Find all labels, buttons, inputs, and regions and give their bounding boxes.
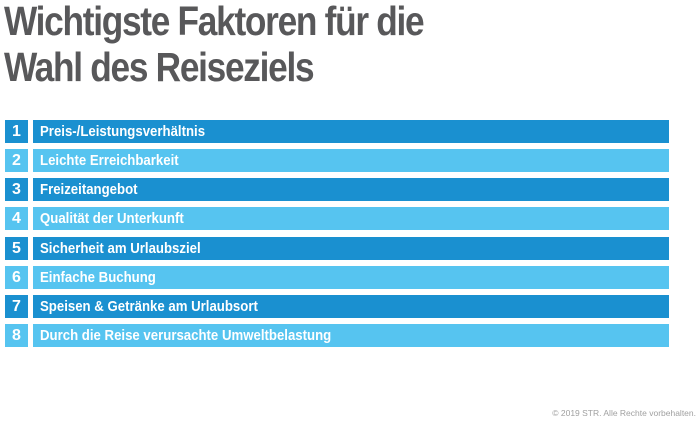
ranking-row: 3 Freizeitangebot (5, 178, 670, 201)
rank-label: Sicherheit am Urlaubsziel (40, 240, 201, 257)
title-line-1: Wichtigste Faktoren für die (4, 0, 425, 44)
rank-number: 5 (5, 237, 28, 260)
rank-number: 7 (5, 295, 28, 318)
rank-label-bar: Speisen & Getränke am Urlaubsort (33, 295, 669, 318)
rank-number: 6 (5, 266, 28, 289)
rank-label-bar: Leichte Erreichbarkeit (33, 149, 669, 172)
ranking-row: 2 Leichte Erreichbarkeit (5, 149, 670, 172)
rank-label: Speisen & Getränke am Urlaubsort (40, 298, 258, 315)
title-line-2: Wahl des Reiseziels (4, 44, 315, 90)
rank-label: Freizeitangebot (40, 181, 138, 198)
rank-number: 8 (5, 324, 28, 347)
ranking-row: 1 Preis-/Leistungsverhältnis (5, 120, 670, 143)
rank-label-bar: Freizeitangebot (33, 178, 669, 201)
page-title: Wichtigste Faktoren für die Wahl des Rei… (4, 0, 425, 90)
ranking-row: 8 Durch die Reise verursachte Umweltbela… (5, 324, 670, 347)
rank-label-bar: Sicherheit am Urlaubsziel (33, 237, 669, 260)
ranking-row: 4 Qualität der Unterkunft (5, 207, 670, 230)
rank-number: 1 (5, 120, 28, 143)
rank-label: Durch die Reise verursachte Umweltbelast… (40, 327, 332, 344)
rank-number: 3 (5, 178, 28, 201)
rank-label-bar: Preis-/Leistungsverhältnis (33, 120, 669, 143)
ranking-row: 5 Sicherheit am Urlaubsziel (5, 237, 670, 260)
rank-label: Einfache Buchung (40, 269, 156, 286)
rank-label: Qualität der Unterkunft (40, 210, 184, 227)
rank-label-bar: Qualität der Unterkunft (33, 207, 669, 230)
rank-label: Preis-/Leistungsverhältnis (40, 123, 206, 140)
rank-number: 4 (5, 207, 28, 230)
rank-label-bar: Durch die Reise verursachte Umweltbelast… (33, 324, 669, 347)
rank-number: 2 (5, 149, 28, 172)
copyright-notice: © 2019 STR. Alle Rechte vorbehalten. (552, 408, 696, 418)
rank-label: Leichte Erreichbarkeit (40, 152, 179, 169)
ranking-row: 6 Einfache Buchung (5, 266, 670, 289)
ranking-row: 7 Speisen & Getränke am Urlaubsort (5, 295, 670, 318)
rank-label-bar: Einfache Buchung (33, 266, 669, 289)
